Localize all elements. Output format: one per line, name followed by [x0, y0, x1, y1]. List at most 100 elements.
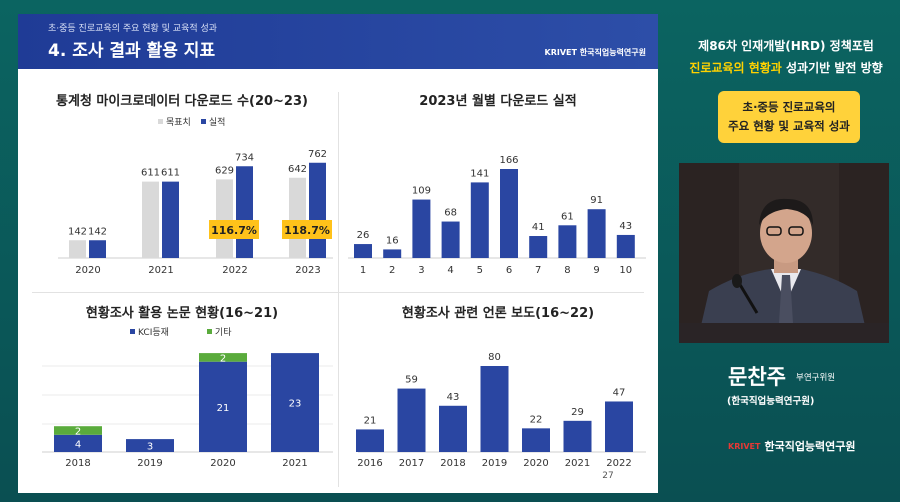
legend-item-actual: 실적 — [200, 115, 226, 128]
forum-subtitle: 진로교육의 현황과 성과기반 발전 방향 — [672, 59, 900, 76]
chart1-value-label: 762 — [308, 149, 327, 160]
chart2-bar — [441, 221, 460, 258]
chart2-bar — [470, 182, 489, 258]
chart4-svg: 21 2016 59 2017 43 2018 80 2019 22 2020 29 2021 47 20… — [356, 352, 646, 481]
panel-divider-horizontal — [32, 292, 644, 293]
chart3-tick-label: 2019 — [137, 458, 162, 469]
chart4-tick-label: 2022 — [606, 458, 631, 469]
slide-subtitle: 초·중등 진로교육의 주요 현황 및 교육적 성과 — [48, 24, 218, 34]
chart4-tick-label: 2019 — [482, 458, 507, 469]
chart2-value-label: 109 — [412, 186, 431, 197]
chart2-svg: 26 1 16 2 109 3 68 4 141 5 166 6 41 7 61 8 91 9 43 10 — [348, 155, 646, 276]
topic-box: 초·중등 진로교육의 주요 현황 및 교육적 성과 — [718, 91, 860, 143]
chart1-bar — [69, 240, 86, 258]
chart3-value-label: 2 — [220, 353, 226, 364]
chart4-tick-label: 2017 — [399, 458, 424, 469]
chart1-value-label: 611 — [161, 168, 180, 179]
chart2-value-label: 91 — [590, 195, 603, 206]
chart1-bar — [142, 181, 159, 258]
chart4-bar — [397, 388, 426, 452]
chart2-title: 2023년 월별 다운로드 실적 — [419, 94, 577, 109]
krivet-logo-text: 한국직업능력연구원 — [764, 440, 856, 453]
chart3-tick-label: 2021 — [282, 458, 307, 469]
chart2-value-label: 68 — [444, 208, 457, 219]
chart3-title: 현황조사 활용 논문 현황(16~21) — [85, 306, 279, 321]
forum-subtitle-rest: 성과기반 발전 방향 — [781, 61, 883, 75]
chart4-value-label: 80 — [488, 352, 501, 363]
chart4-bar — [563, 420, 592, 452]
chart3-tick-label: 2018 — [65, 458, 90, 469]
legend-label-other: 기타 — [214, 328, 232, 338]
chart4-value-label: 21 — [364, 415, 377, 426]
chart1-legend: 목표치 실적 — [158, 115, 225, 128]
speaker-organization: (한국직업능력연구원) — [727, 396, 815, 407]
chart1-value-label: 142 — [88, 226, 107, 237]
legend-label-target: 목표치 — [166, 118, 191, 128]
chart1-tick-label: 2020 — [75, 265, 100, 276]
chart2-value-label: 41 — [532, 222, 545, 233]
chart2-value-label: 16 — [386, 235, 399, 246]
chart1-tick-label: 2021 — [148, 265, 173, 276]
chart2-bar — [558, 225, 577, 258]
chart2-value-label: 26 — [357, 230, 370, 241]
chart4-tick-label: 2020 — [523, 458, 548, 469]
speaker-role: 부연구위원 — [796, 373, 836, 383]
chart4-tick-label: 2016 — [357, 458, 382, 469]
chart1-bar — [89, 240, 106, 258]
chart3-value-label: 2 — [75, 427, 81, 438]
chart2-value-label: 61 — [561, 211, 574, 222]
topic-line-1: 초·중등 진로교육의 — [742, 100, 836, 114]
chart1-tick-label: 2022 — [222, 265, 247, 276]
speaker-name: 문찬주 — [728, 365, 786, 389]
forum-subtitle-highlight: 진로교육의 현황과 — [689, 61, 782, 75]
chart3-legend: KCI등재 기타 — [130, 325, 231, 338]
page-number: 27 — [602, 471, 613, 481]
chart3-value-label: 4 — [75, 439, 81, 450]
krivet-logo-bottom: KRIVET 한국직업능력연구원 — [728, 438, 856, 454]
chart3-bar-segment — [54, 434, 102, 452]
chart4-bar — [439, 405, 467, 452]
chart4-value-label: 22 — [530, 414, 543, 425]
chart2-tick-label: 4 — [447, 265, 453, 276]
chart4-tick-label: 2018 — [440, 458, 465, 469]
chart1-tick-label: 2023 — [295, 265, 320, 276]
chart1-value-label: 611 — [141, 168, 160, 179]
chart1-annotation-label: 116.7% — [211, 224, 257, 237]
chart3-value-label: 23 — [289, 399, 302, 410]
krivet-logo: KRIVET 한국직업능력연구원 — [544, 48, 646, 57]
speaker-video — [679, 163, 889, 343]
legend-label-actual: 실적 — [208, 118, 226, 128]
chart2-value-label: 166 — [499, 155, 518, 166]
chart4-bar — [356, 429, 384, 452]
forum-title: 제86차 인재개발(HRD) 정책포럼 — [698, 39, 874, 53]
legend-item-kci: KCI등재 — [130, 325, 169, 338]
krivet-logo-mark: KRIVET — [728, 441, 761, 451]
chart1-value-label: 142 — [68, 226, 87, 237]
chart2-bar — [529, 236, 548, 258]
chart1-value-label: 734 — [235, 152, 254, 163]
chart1-annotation-box — [282, 220, 332, 239]
presentation-slide: 초·중등 진로교육의 주요 현황 및 교육적 성과 4. 조사 결과 활용 지표… — [18, 14, 658, 493]
legend-item-other: 기타 — [206, 325, 232, 338]
chart2-tick-label: 9 — [593, 265, 599, 276]
chart4-value-label: 43 — [447, 392, 460, 403]
chart3-bar-segment — [54, 426, 102, 435]
chart1-bar — [162, 181, 179, 258]
chart4-tick-label: 2021 — [565, 458, 590, 469]
chart3-value-label: 21 — [217, 403, 230, 414]
chart4-bar — [480, 366, 509, 452]
chart3-value-label: 3 — [147, 442, 153, 453]
chart4-bar — [605, 401, 633, 452]
chart3-bar-segment — [271, 353, 319, 452]
legend-item-target: 목표치 — [158, 115, 191, 128]
chart4-value-label: 59 — [405, 375, 418, 386]
chart1-title: 통계청 마이크로데이터 다운로드 수(20~23) — [56, 94, 308, 109]
legend-swatch-kci — [130, 329, 135, 334]
legend-swatch-target — [158, 119, 163, 124]
chart2-tick-label: 7 — [535, 265, 541, 276]
chart4-value-label: 29 — [571, 407, 584, 418]
speaker-video-image — [679, 163, 889, 343]
chart1-annotation-label: 118.7% — [284, 224, 330, 237]
